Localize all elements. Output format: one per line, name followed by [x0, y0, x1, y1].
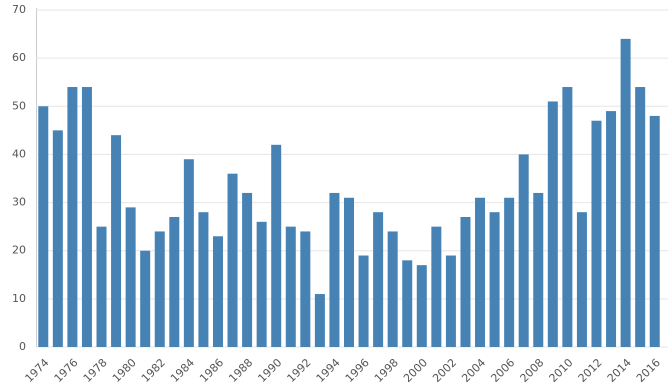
y-tick-label: 30: [12, 196, 26, 209]
x-tick-label: 1980: [110, 356, 139, 383]
x-tick-label: 1976: [52, 356, 81, 383]
bar: [67, 87, 78, 348]
bar: [445, 255, 456, 347]
x-tick-label: 1974: [23, 356, 52, 383]
bar: [416, 265, 427, 347]
bar: [111, 135, 122, 347]
bar: [81, 87, 92, 348]
bar: [591, 120, 602, 347]
y-tick-label: 0: [19, 340, 26, 353]
bar: [300, 231, 311, 347]
y-tick-label: 10: [12, 292, 26, 305]
bar: [329, 192, 340, 347]
x-tick-label: 1994: [314, 356, 343, 383]
x-tick-label: 2010: [547, 356, 576, 383]
bar: [227, 173, 238, 347]
x-tick-label: 2006: [488, 356, 517, 383]
bar: [256, 221, 267, 347]
x-tick-label: 1984: [168, 356, 197, 383]
x-tick-label: 2000: [401, 356, 430, 383]
bar: [38, 106, 49, 348]
y-tick-label: 20: [12, 244, 26, 257]
bar: [504, 197, 515, 347]
y-tick-label: 50: [12, 99, 26, 112]
bar: [620, 38, 631, 348]
bar: [373, 212, 384, 347]
x-tick-label: 1996: [343, 356, 372, 383]
bar: [198, 212, 209, 347]
bar: [475, 197, 486, 347]
x-tick-label: 1986: [197, 356, 226, 383]
x-tick-label: 2004: [459, 356, 488, 383]
bar: [387, 231, 398, 347]
x-tick-label: 1988: [226, 356, 255, 383]
bar: [489, 212, 500, 347]
bar: [285, 226, 296, 347]
x-tick-label: 1978: [81, 356, 110, 383]
x-tick-label: 2014: [605, 356, 634, 383]
x-tick-label: 1982: [139, 356, 168, 383]
x-tick-label: 2012: [576, 356, 605, 383]
y-tick-label: 40: [12, 147, 26, 160]
bar: [460, 217, 471, 347]
x-tick-label: 2016: [634, 356, 663, 383]
y-tick-label: 60: [12, 51, 26, 64]
bar: [562, 87, 573, 348]
bar: [140, 250, 151, 347]
bar: [606, 111, 617, 347]
x-tick-label: 1990: [255, 356, 284, 383]
bar: [635, 87, 646, 348]
bar: [242, 192, 253, 347]
bar: [431, 226, 442, 347]
x-tick-label: 2002: [430, 356, 459, 383]
x-tick-label: 1998: [372, 356, 401, 383]
bar: [154, 231, 165, 347]
bar: [212, 236, 223, 347]
bar: [314, 294, 325, 347]
bar: [402, 260, 413, 347]
bar: [547, 101, 558, 347]
bar: [576, 212, 587, 347]
bar: [169, 217, 180, 347]
bar: [96, 226, 107, 347]
x-tick-label: 1992: [285, 356, 314, 383]
x-tick-label: 2008: [518, 356, 547, 383]
y-tick-label: 70: [12, 3, 26, 16]
bar: [271, 144, 282, 347]
bar: [533, 192, 544, 347]
bar: [183, 159, 194, 347]
bar: [344, 197, 354, 347]
bar: [358, 255, 369, 347]
bar: [649, 115, 660, 348]
bar: [52, 130, 63, 347]
bar: [518, 154, 529, 347]
bar: [125, 207, 136, 347]
